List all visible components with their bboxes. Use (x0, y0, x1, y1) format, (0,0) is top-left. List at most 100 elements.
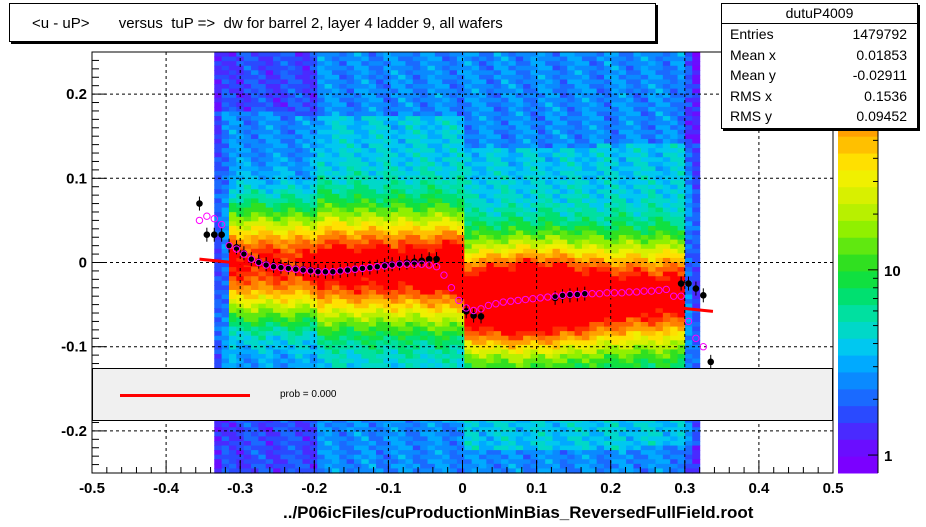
heatmap-cell (434, 299, 443, 305)
heatmap-cell (412, 166, 421, 172)
heatmap-cell (508, 79, 517, 85)
heatmap-cell (346, 358, 355, 364)
heatmap-cell (420, 303, 429, 309)
heatmap-cell (567, 221, 576, 227)
heatmap-cell (214, 340, 223, 346)
heatmap-cell (581, 207, 590, 213)
heatmap-cell (251, 239, 259, 245)
heatmap-cell (427, 189, 436, 195)
heatmap-cell (221, 93, 230, 99)
heatmap-cell (537, 129, 546, 135)
heatmap-cell (273, 134, 282, 140)
heatmap-cell (449, 267, 458, 273)
heatmap-cell (596, 317, 605, 323)
heatmap-cell (390, 257, 399, 264)
heatmap-cell (353, 70, 362, 76)
heatmap-cell (368, 280, 377, 286)
heatmap-cell (420, 129, 429, 135)
heatmap-cell (442, 193, 451, 200)
heatmap-cell (515, 106, 524, 113)
heatmap-cell (464, 65, 473, 71)
heatmap-cell (331, 106, 340, 113)
heatmap-cell (479, 422, 487, 428)
heatmap-cell (287, 84, 296, 90)
heatmap-cell (493, 436, 502, 442)
heatmap-cell (464, 459, 473, 465)
heatmap-cell (449, 257, 458, 264)
heatmap-cell (228, 138, 237, 145)
heatmap-cell (434, 84, 443, 90)
heatmap-cell (567, 184, 576, 190)
heatmap-cell (309, 84, 318, 90)
heatmap-cell (353, 262, 362, 268)
heatmap-cell (530, 157, 539, 163)
heatmap-cell (523, 303, 532, 309)
heatmap-cell (331, 56, 340, 62)
heatmap-cell (545, 65, 554, 71)
heatmap-cell (486, 120, 495, 126)
heatmap-cell (567, 198, 576, 204)
heatmap-cell (486, 445, 495, 451)
heatmap-cell (530, 267, 539, 273)
heatmap-cell (412, 180, 421, 186)
heatmap-cell (361, 230, 370, 236)
heatmap-cell (383, 84, 392, 90)
heatmap-cell (442, 468, 451, 474)
heatmap-cell (273, 299, 282, 305)
heatmap-cell (434, 148, 443, 154)
heatmap-cell (339, 276, 348, 282)
heatmap-cell (346, 363, 355, 369)
heatmap-cell (486, 65, 495, 71)
heatmap-cell (376, 166, 384, 172)
heatmap-cell (339, 84, 348, 90)
heatmap-cell (508, 111, 517, 117)
heatmap-cell (339, 317, 348, 323)
heatmap-cell (471, 427, 480, 433)
heatmap-cell (552, 61, 561, 67)
heatmap-cell (412, 56, 421, 62)
heatmap-cell (243, 225, 252, 232)
heatmap-cell (228, 184, 237, 190)
heatmap-cell (280, 61, 289, 67)
heatmap-cell (331, 180, 340, 186)
heatmap-cell (420, 308, 429, 314)
heatmap-cell (412, 335, 421, 341)
heatmap-cell (309, 157, 318, 163)
heatmap-cell (515, 116, 524, 122)
heatmap-cell (471, 74, 480, 81)
heatmap-cell (243, 431, 252, 437)
heatmap-cell (317, 207, 326, 213)
heatmap-cell (295, 166, 304, 172)
heatmap-cell (442, 225, 451, 232)
heatmap-cell (280, 431, 289, 437)
heatmap-cell (456, 331, 465, 337)
heatmap-cell (420, 267, 429, 273)
heatmap-cell (258, 436, 267, 442)
heatmap-cell (530, 317, 539, 323)
heatmap-cell (353, 294, 362, 300)
heatmap-cell (368, 111, 377, 117)
heatmap-cell (574, 303, 583, 309)
heatmap-cell (221, 88, 230, 94)
heatmap-cell (243, 189, 252, 195)
heatmap-cell (464, 198, 473, 204)
heatmap-cell (361, 216, 370, 222)
heatmap-cell (515, 84, 524, 90)
heatmap-cell (611, 161, 620, 168)
heatmap-cell (471, 161, 480, 168)
heatmap-cell (353, 303, 362, 309)
heatmap-cell (346, 340, 355, 346)
heatmap-cell (493, 354, 502, 360)
heatmap-cell (537, 312, 546, 319)
heatmap-cell (479, 193, 487, 200)
heatmap-cell (383, 253, 392, 259)
heatmap-cell (214, 244, 223, 250)
heatmap-cell (456, 212, 465, 218)
heatmap-cell (221, 317, 230, 323)
heatmap-cell (434, 102, 443, 108)
heatmap-cell (295, 262, 304, 268)
heatmap-cell (434, 129, 443, 135)
heatmap-cell (398, 166, 407, 172)
heatmap-cell (545, 212, 554, 218)
heatmap-cell (530, 239, 539, 245)
